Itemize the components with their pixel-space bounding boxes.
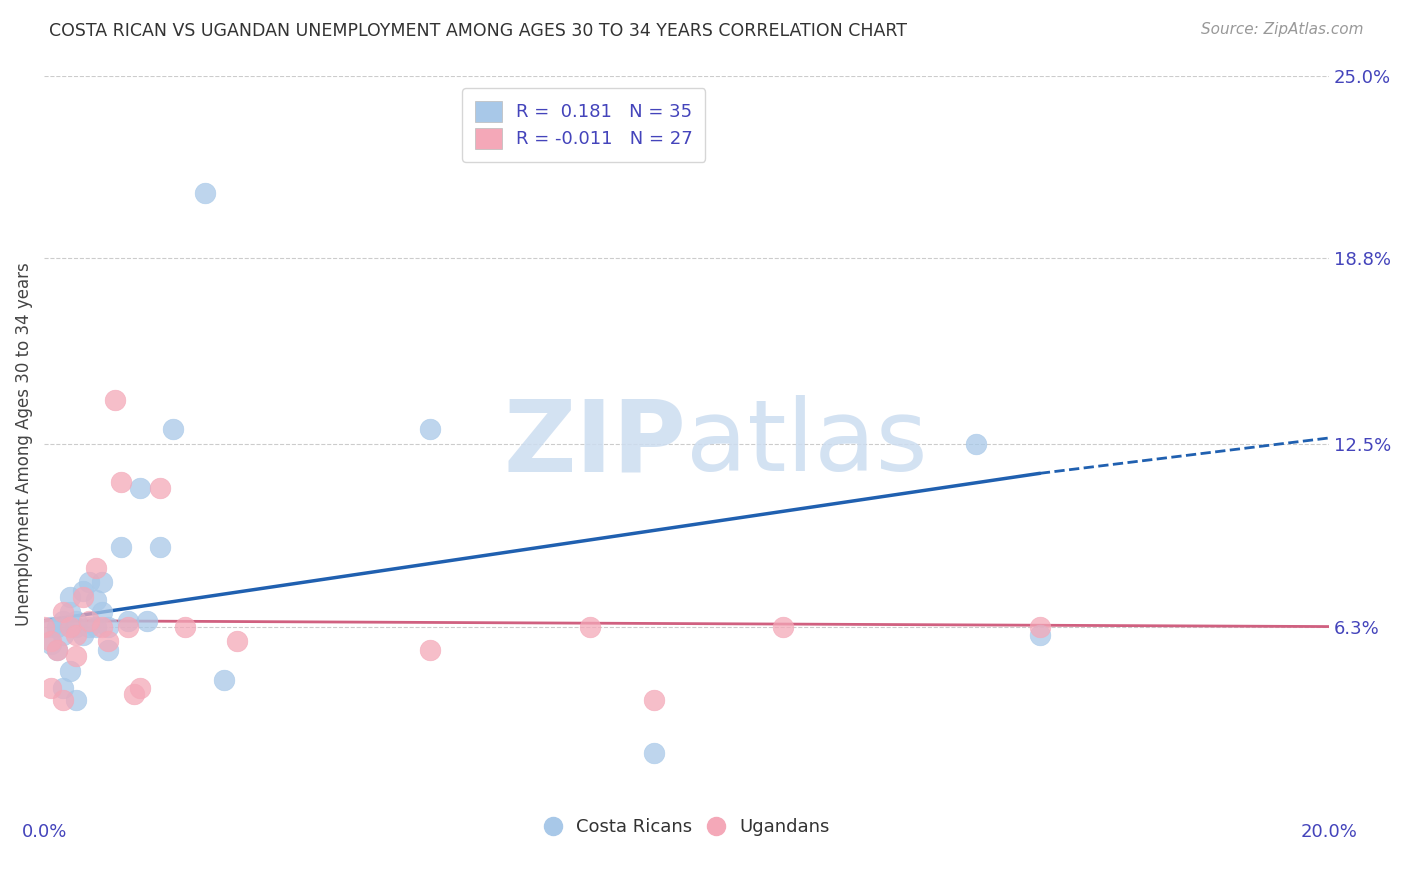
Point <box>72 584 94 599</box>
Text: atlas: atlas <box>686 395 928 492</box>
Point <box>90 605 112 619</box>
Point <box>90 619 112 633</box>
Point <box>129 681 152 696</box>
Point <box>52 628 75 642</box>
Point <box>52 693 75 707</box>
Point <box>52 614 75 628</box>
Point <box>65 693 87 707</box>
Point <box>59 605 82 619</box>
Point <box>194 186 217 201</box>
Text: COSTA RICAN VS UGANDAN UNEMPLOYMENT AMONG AGES 30 TO 34 YEARS CORRELATION CHART: COSTA RICAN VS UGANDAN UNEMPLOYMENT AMON… <box>49 22 907 40</box>
Y-axis label: Unemployment Among Ages 30 to 34 years: Unemployment Among Ages 30 to 34 years <box>15 262 32 626</box>
Point <box>110 475 132 490</box>
Point <box>1029 628 1052 642</box>
Point <box>59 664 82 678</box>
Point <box>59 619 82 633</box>
Point <box>1029 619 1052 633</box>
Point <box>59 590 82 604</box>
Point <box>643 746 665 760</box>
Point <box>117 614 139 628</box>
Point <box>90 575 112 590</box>
Point <box>419 422 441 436</box>
Point <box>65 619 87 633</box>
Point <box>65 628 87 642</box>
Point <box>77 614 100 628</box>
Point <box>110 540 132 554</box>
Point <box>129 481 152 495</box>
Point <box>97 634 120 648</box>
Point <box>84 593 107 607</box>
Point <box>39 619 62 633</box>
Point <box>39 634 62 648</box>
Point <box>212 673 235 687</box>
Point <box>149 540 172 554</box>
Text: ZIP: ZIP <box>503 395 686 492</box>
Point <box>72 590 94 604</box>
Point <box>32 619 55 633</box>
Point <box>579 619 602 633</box>
Point <box>39 681 62 696</box>
Point <box>84 619 107 633</box>
Point <box>46 643 69 657</box>
Point <box>162 422 184 436</box>
Point <box>117 619 139 633</box>
Point <box>84 560 107 574</box>
Point <box>72 628 94 642</box>
Point <box>772 619 794 633</box>
Point <box>52 681 75 696</box>
Point <box>965 437 987 451</box>
Point <box>104 392 127 407</box>
Point <box>46 619 69 633</box>
Point <box>65 614 87 628</box>
Point <box>135 614 157 628</box>
Point <box>122 687 145 701</box>
Point <box>419 643 441 657</box>
Point <box>39 637 62 651</box>
Text: Source: ZipAtlas.com: Source: ZipAtlas.com <box>1201 22 1364 37</box>
Point <box>225 634 247 648</box>
Point <box>149 481 172 495</box>
Point <box>65 648 87 663</box>
Point <box>46 643 69 657</box>
Point <box>77 575 100 590</box>
Point <box>174 619 197 633</box>
Point <box>643 693 665 707</box>
Legend: Costa Ricans, Ugandans: Costa Ricans, Ugandans <box>536 811 837 844</box>
Point <box>77 619 100 633</box>
Point <box>97 619 120 633</box>
Point <box>52 605 75 619</box>
Point <box>97 643 120 657</box>
